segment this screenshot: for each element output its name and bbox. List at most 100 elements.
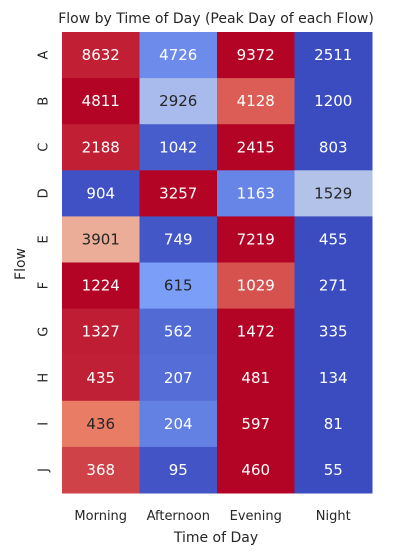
heatmap-cell — [294, 262, 373, 310]
heatmap-cell — [217, 308, 295, 356]
heatmap-cell — [139, 354, 218, 402]
heatmap-cell — [62, 32, 140, 79]
cell-value-label: 3257 — [159, 184, 197, 202]
cell-value-label: 4811 — [82, 92, 120, 110]
cell-value-label: 803 — [319, 138, 348, 156]
heatmap-cells: 8632 4726 9372 2511 4811 2926 4128 1200 2188 1042… — [62, 32, 373, 494]
heatmap-cell — [217, 78, 295, 125]
cell-value-label: 4128 — [237, 92, 275, 110]
cell-value-label: 1224 — [82, 277, 120, 295]
cell-value-label: 55 — [324, 461, 343, 479]
y-tick-label: E — [37, 235, 52, 243]
heatmap-cell — [139, 216, 218, 263]
y-tick-label: C — [37, 143, 52, 152]
heatmap-cell — [62, 124, 140, 171]
y-tick-label: F — [37, 282, 52, 289]
cell-value-label: 1029 — [237, 277, 275, 295]
x-tick-label: Morning — [74, 509, 127, 524]
heatmap-cell — [139, 400, 218, 448]
cell-value-label: 1200 — [314, 92, 352, 110]
cell-value-label: 460 — [241, 461, 270, 479]
heatmap-cell — [217, 170, 295, 217]
cell-value-label: 2415 — [237, 138, 275, 156]
heatmap-cell — [62, 308, 140, 356]
heatmap-cell — [62, 400, 140, 448]
y-tick-label: A — [37, 51, 52, 60]
heatmap-cell — [217, 216, 295, 263]
heatmap-cell — [294, 170, 373, 217]
cell-value-label: 1042 — [159, 138, 197, 156]
heatmap-cell — [294, 446, 373, 494]
heatmap-cell — [62, 446, 140, 494]
chart-title: Flow by Time of Day (Peak Day of each Fl… — [58, 11, 374, 27]
x-tick-labels: Morning Afternoon Evening Night — [74, 509, 350, 524]
cell-value-label: 436 — [86, 415, 115, 433]
cell-value-label: 1529 — [314, 184, 352, 202]
heatmap-cell — [294, 78, 373, 125]
heatmap-cell — [217, 32, 295, 79]
heatmap-cell — [294, 32, 373, 79]
cell-value-label: 207 — [164, 369, 193, 387]
cell-value-label: 1327 — [82, 323, 120, 341]
cell-value-label: 435 — [86, 369, 115, 387]
cell-value-label: 204 — [164, 415, 193, 433]
cell-value-label: 271 — [319, 277, 348, 295]
heatmap-cell — [217, 400, 295, 448]
heatmap-cell — [139, 32, 218, 79]
heatmap-cell — [217, 262, 295, 310]
heatmap-cell — [294, 354, 373, 402]
heatmap-cell — [217, 446, 295, 494]
cell-value-label: 134 — [319, 369, 348, 387]
heatmap-cell — [217, 354, 295, 402]
cell-value-label: 8632 — [82, 46, 120, 64]
cell-value-label: 597 — [241, 415, 270, 433]
x-tick-label: Evening — [230, 509, 282, 524]
heatmap-cell — [139, 446, 218, 494]
x-tick-label: Afternoon — [147, 509, 210, 524]
cell-value-label: 3901 — [82, 230, 120, 248]
y-tick-labels: A B C D E F G H I J — [37, 51, 52, 473]
x-axis-label: Time of Day — [173, 530, 258, 546]
heatmap-cell — [62, 78, 140, 125]
heatmap-cell — [139, 170, 218, 217]
cell-value-label: 749 — [164, 230, 193, 248]
cell-value-label: 368 — [86, 461, 115, 479]
cell-value-label: 7219 — [237, 230, 275, 248]
heatmap-cell — [294, 400, 373, 448]
y-tick-label: D — [37, 188, 52, 198]
cell-value-label: 9372 — [237, 46, 275, 64]
y-tick-label: B — [37, 97, 52, 106]
cell-value-label: 481 — [241, 369, 270, 387]
cell-value-label: 335 — [319, 323, 348, 341]
heatmap-cell — [139, 308, 218, 356]
y-tick-label: J — [37, 468, 52, 473]
cell-value-label: 615 — [164, 277, 193, 295]
cell-value-label: 904 — [86, 184, 115, 202]
cell-value-label: 455 — [319, 230, 348, 248]
heatmap-cell — [217, 124, 295, 171]
y-tick-label: G — [37, 327, 52, 337]
y-axis-label: Flow — [13, 248, 29, 280]
cell-value-label: 4726 — [159, 46, 197, 64]
x-tick-label: Night — [316, 509, 351, 524]
heatmap-cell — [139, 124, 218, 171]
y-tick-label: H — [37, 373, 52, 383]
heatmap-cell — [139, 78, 218, 125]
y-tick-label: I — [37, 422, 52, 426]
heatmap-cell — [62, 216, 140, 263]
cell-value-label: 2926 — [159, 92, 197, 110]
cell-value-label: 1472 — [237, 323, 275, 341]
heatmap-cell — [139, 262, 218, 310]
heatmap-cell — [294, 124, 373, 171]
cell-value-label: 81 — [324, 415, 343, 433]
cell-value-label: 2188 — [82, 138, 120, 156]
heatmap-cell — [62, 354, 140, 402]
cell-value-label: 2511 — [314, 46, 352, 64]
cell-value-label: 1163 — [237, 184, 275, 202]
heatmap-cell — [62, 262, 140, 310]
heatmap-cell — [294, 308, 373, 356]
cell-value-label: 562 — [164, 323, 193, 341]
heatmap-cell — [294, 216, 373, 263]
cell-value-label: 95 — [169, 461, 188, 479]
